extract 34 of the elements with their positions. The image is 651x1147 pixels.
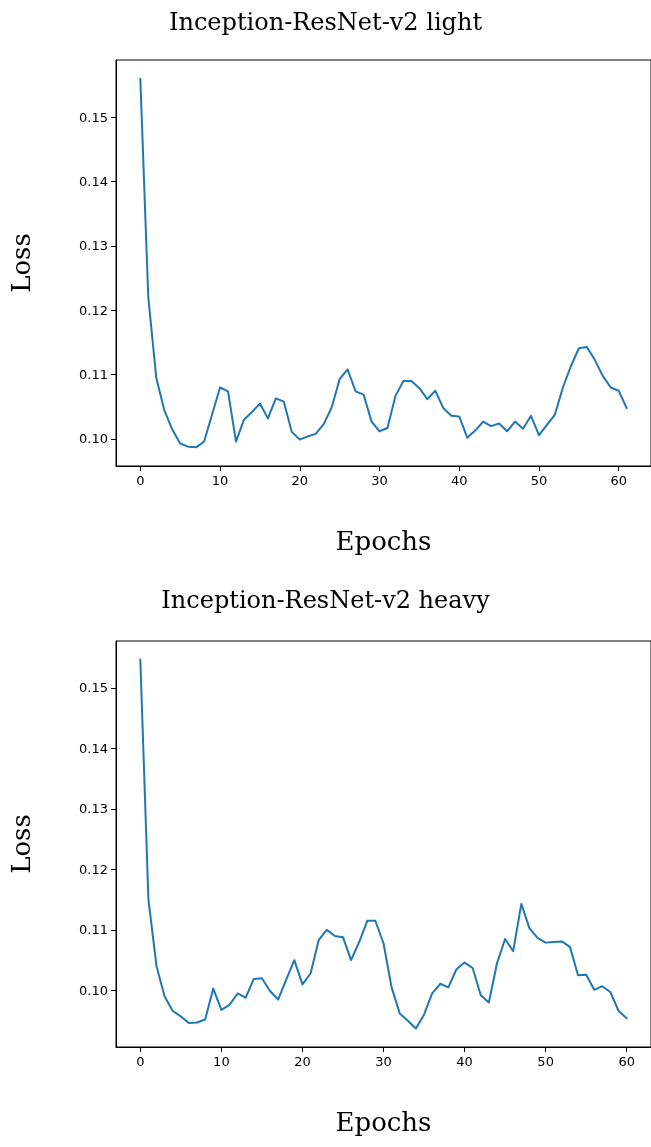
y-tick-label: 0.12 bbox=[79, 302, 108, 318]
x-tick-label: 50 bbox=[537, 1054, 554, 1069]
y-tick-label: 0.15 bbox=[79, 109, 108, 125]
y-tick-label: 0.14 bbox=[79, 174, 108, 190]
x-tick-label: 40 bbox=[450, 473, 468, 488]
x-tick-label: 20 bbox=[291, 473, 309, 488]
y-tick-label: 0.15 bbox=[79, 680, 108, 696]
x-tick-label: 30 bbox=[371, 473, 388, 488]
x-axis-title: Epochs bbox=[335, 526, 432, 556]
x-tick-label: 0 bbox=[136, 1054, 145, 1069]
x-tick-label: 60 bbox=[610, 473, 627, 488]
chart-title: Inception-ResNet-v2 light bbox=[168, 8, 483, 36]
y-tick-label: 0.14 bbox=[79, 740, 108, 756]
y-tick-label: 0.11 bbox=[79, 922, 108, 938]
x-tick-label: 50 bbox=[530, 473, 548, 488]
y-tick-label: 0.11 bbox=[79, 367, 108, 383]
x-tick-label: 20 bbox=[294, 1054, 311, 1069]
y-tick-label: 0.13 bbox=[79, 801, 108, 817]
y-axis-title: Loss bbox=[6, 233, 36, 293]
y-tick-label: 0.10 bbox=[79, 431, 108, 447]
y-tick-label: 0.12 bbox=[79, 861, 108, 877]
x-tick-label: 60 bbox=[618, 1054, 635, 1069]
x-tick-label: 30 bbox=[375, 1054, 392, 1069]
x-tick-label: 0 bbox=[136, 473, 145, 488]
line-series bbox=[139, 77, 628, 449]
x-axis-title: Epochs bbox=[335, 1107, 432, 1137]
x-tick-label: 10 bbox=[213, 1054, 230, 1069]
x-tick-label: 10 bbox=[211, 473, 229, 488]
line-series bbox=[139, 658, 628, 1030]
y-tick-label: 0.10 bbox=[79, 982, 108, 998]
x-tick-label: 40 bbox=[456, 1054, 473, 1069]
y-tick-label: 0.13 bbox=[79, 238, 108, 254]
chart-title: Inception-ResNet-v2 heavy bbox=[161, 586, 491, 614]
y-axis-title: Loss bbox=[6, 814, 36, 874]
